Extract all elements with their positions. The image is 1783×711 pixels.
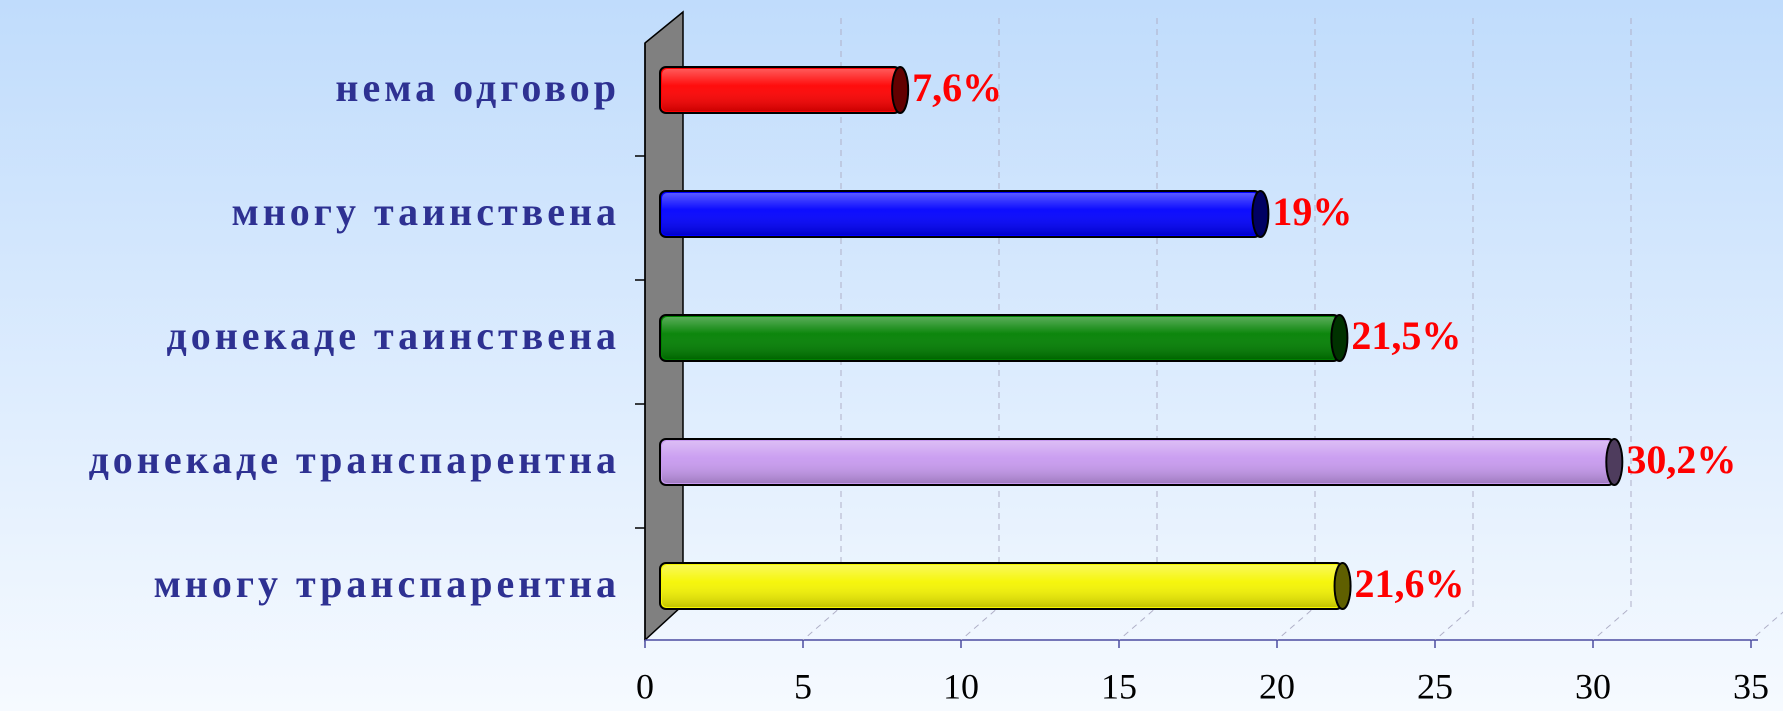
bar-shine [662,441,1613,483]
category-label: донекаде таинствена [167,313,621,358]
x-tick-label: 20 [1259,666,1295,706]
value-label: 19% [1272,189,1352,234]
category-label: многу транспарентна [154,561,620,606]
grid-line [1592,18,1632,641]
bar-cap-shade [1253,192,1268,236]
x-tick-label: 30 [1575,666,1611,706]
bar-shine [662,317,1338,359]
bar-cap-shade [1335,564,1350,608]
bar-shine [662,193,1259,235]
value-label: 21,6% [1355,561,1465,606]
bar-cap [1330,314,1349,362]
bar-cap [1251,190,1270,238]
x-tick-label: 0 [636,666,654,706]
value-label: 30,2% [1626,437,1736,482]
category-label: донекаде транспарентна [89,437,620,482]
bar-cap-shade [893,68,908,112]
bar-cap [1605,438,1624,486]
bar-shine [662,565,1341,607]
bar-cap [891,66,910,114]
x-tick-label: 15 [1101,666,1137,706]
bar-shine [662,69,899,111]
bar-cap-shade [1607,440,1622,484]
category-label: многу таинствена [232,189,621,234]
x-tick-label: 35 [1733,666,1769,706]
bar-cap-shade [1332,316,1347,360]
category-label: нема одговор [335,65,620,110]
grid-line [1434,18,1474,641]
x-tick-label: 25 [1417,666,1453,706]
plot: 0 5 10 15 20 25 30 35 нема одговор 7,6% многу таин… [89,65,1769,706]
x-tick-label: 5 [794,666,812,706]
bar-cap [1333,562,1352,610]
value-label: 21,5% [1351,313,1461,358]
value-label: 7,6% [912,65,1002,110]
x-tick-label: 10 [943,666,979,706]
